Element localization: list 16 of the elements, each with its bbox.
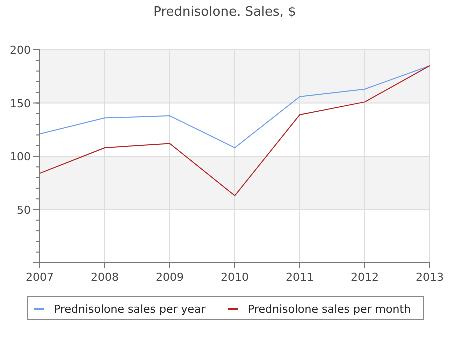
- y-tick-label: 150: [10, 97, 31, 110]
- y-tick-label: 200: [10, 44, 31, 57]
- x-tick-label: 2012: [351, 271, 379, 284]
- y-tick-label: 100: [10, 150, 31, 164]
- legend-label: Prednisolone sales per year: [54, 303, 206, 316]
- chart-title: Prednisolone. Sales, $: [154, 5, 296, 20]
- legend-label: Prednisolone sales per month: [248, 303, 412, 316]
- x-tick-label: 2009: [156, 271, 184, 284]
- x-tick-label: 2011: [286, 271, 314, 284]
- y-tick-label: 50: [17, 204, 31, 217]
- x-tick-label: 2010: [221, 271, 249, 284]
- x-tick-label: 2008: [91, 271, 119, 284]
- x-tick-label: 2013: [416, 271, 444, 284]
- x-tick-label: 2007: [26, 271, 54, 284]
- line-series: [40, 65, 430, 148]
- line-series: [40, 65, 430, 196]
